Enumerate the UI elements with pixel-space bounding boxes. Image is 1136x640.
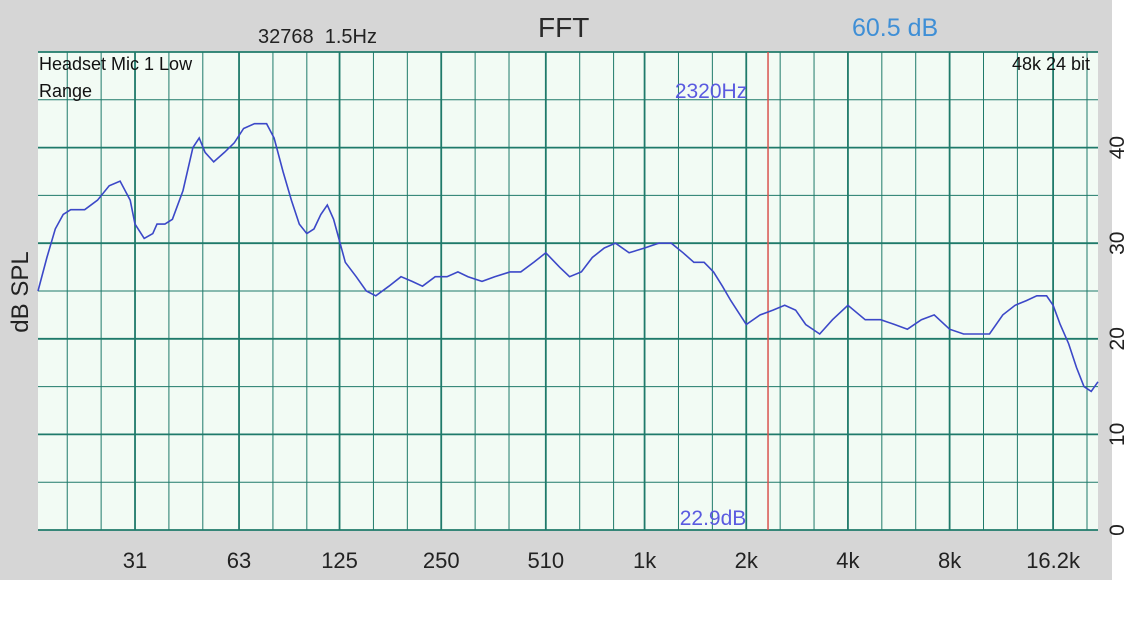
y-tick-label: 20 [1106,327,1129,350]
y-axis-label: dB SPL [7,251,34,332]
x-tick-label: 1k [633,548,657,573]
x-tick-label: 510 [527,548,564,573]
x-tick-label: 31 [123,548,147,573]
y-tick-label: 30 [1106,232,1129,255]
x-axis-ticks: 31 63 125 250 510 1k 2k 4k 8k 16.2k [123,548,1081,573]
x-tick-label: 8k [938,548,962,573]
cursor-frequency-label: 2320Hz [675,80,747,103]
y-tick-label: 0 [1106,524,1129,536]
x-tick-label: 250 [423,548,460,573]
fft-chart[interactable]: 0 10 20 30 40 31 63 125 250 510 1k 2k 4k 8k 16.2k dB … [0,0,1136,580]
x-tick-label: 125 [321,548,358,573]
y-tick-label: 40 [1106,136,1129,159]
level-readout: 60.5 dB [852,14,939,42]
y-tick-label: 10 [1106,423,1129,446]
format-label: 48k 24 bit [1012,54,1090,74]
chart-title: FFT [538,12,590,43]
cursor-level-label: 22.9dB [680,507,747,530]
input-range-label: Range [39,81,92,101]
grid [38,51,1098,531]
fft-resolution-value: 1.5Hz [324,26,377,48]
input-device-label: Headset Mic 1 Low [39,54,193,74]
spectrum-trace [37,122,1099,393]
x-tick-label: 63 [227,548,251,573]
fft-size-readout: 32768 1.5Hz [258,26,377,49]
x-tick-label: 4k [836,548,860,573]
fft-bins-value: 32768 [258,26,314,48]
x-tick-label: 16.2k [1026,548,1081,573]
x-tick-label: 2k [735,548,759,573]
y-axis-ticks: 0 10 20 30 40 [1106,136,1129,536]
